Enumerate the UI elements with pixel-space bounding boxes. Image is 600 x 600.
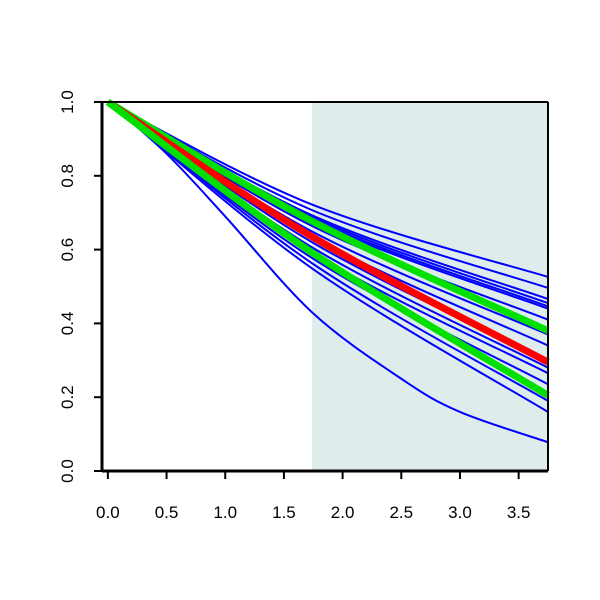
y-tick-label: 0.4 bbox=[58, 312, 77, 336]
x-tick-label: 3.5 bbox=[507, 503, 531, 522]
x-tick-label: 1.5 bbox=[272, 503, 296, 522]
y-tick-label: 0.6 bbox=[58, 238, 77, 262]
x-tick-label: 2.0 bbox=[331, 503, 355, 522]
axes-layer bbox=[100, 101, 549, 473]
y-tick-label: 0.0 bbox=[58, 459, 77, 483]
y-tick-label: 1.0 bbox=[58, 90, 77, 114]
series-layer bbox=[105, 98, 550, 444]
series-line-19 bbox=[105, 99, 550, 399]
x-tick-label: 0.0 bbox=[96, 503, 120, 522]
series-line-16 bbox=[107, 101, 549, 444]
x-tick-label: 3.0 bbox=[448, 503, 472, 522]
x-tick-label: 0.5 bbox=[155, 503, 179, 522]
x-tick-label: 1.0 bbox=[213, 503, 237, 522]
ticks-layer: 0.0 0.5 1.0 1.5 2.0 2.5 3.0 3.5 0.0 0.2 0.4 0.6 0.8 1… bbox=[58, 90, 530, 522]
x-tick-label: 2.5 bbox=[389, 503, 413, 522]
y-tick-label: 0.8 bbox=[58, 164, 77, 188]
y-tick-label: 0.2 bbox=[58, 385, 77, 409]
